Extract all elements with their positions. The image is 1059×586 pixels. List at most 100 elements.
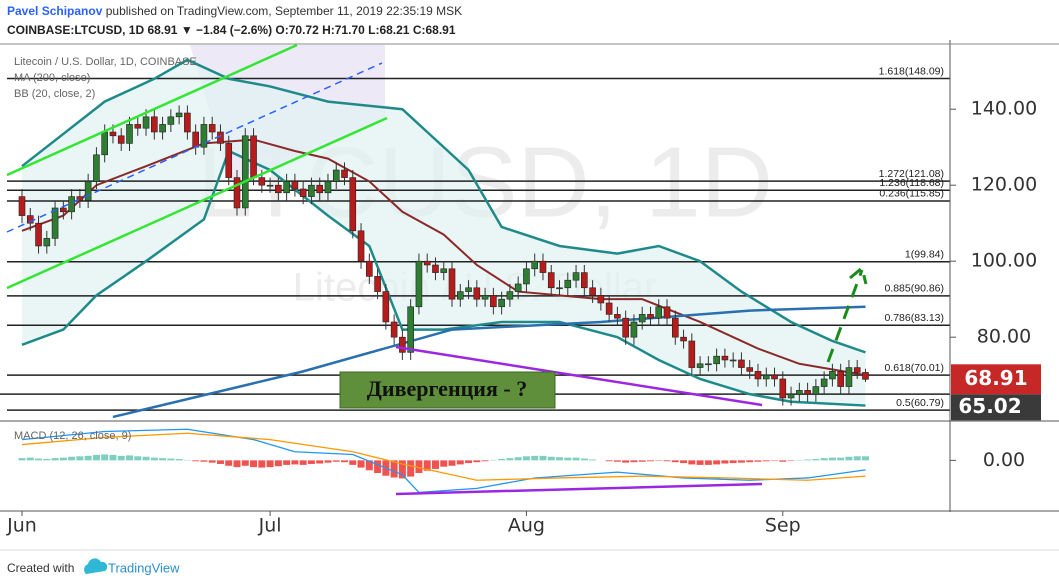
candle-body: [308, 184, 315, 197]
candle-body: [299, 188, 307, 197]
legend-title: Litecoin / U.S. Dollar, 1D, COINBASE: [14, 56, 197, 68]
macd-histogram-bar: [365, 460, 373, 471]
macd-histogram-bar: [258, 460, 266, 468]
x-tick-label: Aug: [508, 515, 545, 537]
candle-body: [51, 207, 59, 239]
y-tick-label: 140.00: [971, 98, 1037, 120]
macd-histogram-bar: [307, 460, 315, 464]
macd-histogram-bar: [225, 460, 233, 466]
macd-histogram-bar: [84, 455, 92, 461]
symbol-line: COINBASE:LTCUSD, 1D 68.91 ▼ −1.84 (−2.6%…: [7, 23, 456, 37]
candle-body: [382, 291, 390, 323]
candle-body: [241, 135, 249, 209]
header: Pavel Schipanov published on TradingView…: [7, 4, 462, 18]
divergence-line: [395, 345, 763, 407]
macd-histogram-bar: [407, 460, 415, 477]
candle-body: [638, 314, 646, 323]
candle-body: [713, 355, 720, 365]
macd-histogram-bar: [440, 460, 448, 467]
macd-histogram-bar: [233, 460, 241, 468]
candle-body: [647, 314, 654, 319]
candle-body: [126, 124, 133, 144]
macd-histogram-bar: [556, 457, 564, 461]
macd-histogram-bar: [547, 456, 555, 461]
candle-body: [547, 272, 555, 289]
macd-histogram-bar: [663, 460, 671, 462]
bb-lower: [21, 149, 866, 407]
macd-histogram-bar: [589, 459, 597, 461]
author: Pavel Schipanov: [7, 4, 103, 18]
macd-histogram-bar: [704, 460, 712, 465]
candle-body: [456, 291, 464, 300]
macd-histogram-bar: [539, 455, 547, 461]
candle-body: [440, 268, 448, 273]
candle-body: [630, 321, 638, 338]
candle-body: [696, 363, 704, 368]
y-tick-label: 80.00: [977, 326, 1031, 348]
candle-body: [200, 124, 208, 148]
macd-histogram-bar: [59, 457, 67, 461]
fib-label: 1(99.84): [905, 249, 944, 261]
macd-histogram-bar: [481, 460, 489, 462]
candle-body: [605, 302, 613, 315]
macd-histogram-bar: [572, 457, 580, 461]
annotation-box: [339, 371, 556, 409]
fib-label: 1.236(118.68): [879, 177, 944, 189]
candle-body: [506, 291, 514, 300]
candle-body: [192, 131, 199, 148]
macd-histogram-bar: [241, 460, 249, 466]
last-price-box: [951, 364, 1041, 395]
macd-histogram-bar: [779, 460, 787, 462]
candle-body: [117, 135, 125, 144]
macd-histogram-bar: [26, 457, 34, 461]
fib-label: 0.5(60.79): [896, 397, 944, 409]
bb-upper: [21, 58, 866, 354]
candle-body: [374, 276, 381, 292]
macd-histogram-bar: [415, 460, 423, 473]
macd-histogram-bar: [812, 459, 820, 461]
signal-line: [21, 432, 866, 481]
macd-histogram-bar: [498, 459, 506, 461]
candle-body: [481, 295, 489, 300]
candle-body: [820, 378, 828, 387]
macd-histogram-bar: [250, 460, 258, 468]
candle-body: [622, 317, 629, 338]
candle-body: [680, 336, 687, 342]
candle-body: [366, 260, 373, 277]
macd-histogram-bar: [283, 460, 291, 465]
candle-body: [572, 272, 580, 281]
macd-histogram-bar: [142, 456, 150, 461]
candle-body: [754, 371, 762, 380]
macd-histogram-bar: [274, 460, 282, 467]
candle-body: [225, 143, 233, 178]
macd-histogram-bar: [167, 458, 175, 461]
logo: [84, 558, 108, 574]
candle-body: [705, 363, 712, 366]
x-tick-label: Sep: [765, 515, 801, 537]
macd-histogram-bar: [150, 457, 158, 461]
macd-histogram-bar: [473, 460, 481, 463]
annotation: Дивергенция - ?: [367, 376, 527, 401]
macd-histogram-bar: [423, 460, 431, 471]
candle-body: [589, 287, 596, 296]
bb-basis: [21, 138, 866, 377]
footer-brand[interactable]: TradingView: [108, 560, 180, 575]
candle-body: [341, 169, 348, 178]
macd-histogram-bar: [696, 460, 704, 465]
macd-histogram-bar: [506, 458, 514, 461]
macd-histogram-bar: [721, 460, 729, 464]
macd-histogram-bar: [390, 460, 398, 478]
candle-body: [18, 196, 26, 216]
candle-body: [184, 112, 191, 133]
macd-histogram-bar: [175, 459, 183, 461]
candle-body: [93, 154, 100, 182]
candle-body: [324, 181, 332, 194]
fib-label: 0.618(70.01): [884, 362, 944, 374]
candle-body: [316, 184, 323, 194]
candle-body: [465, 287, 472, 292]
fib-label: 0.885(90.86): [884, 283, 944, 295]
macd-histogram-bar: [605, 460, 613, 462]
candle-body: [812, 386, 820, 395]
candle-body: [597, 295, 605, 304]
